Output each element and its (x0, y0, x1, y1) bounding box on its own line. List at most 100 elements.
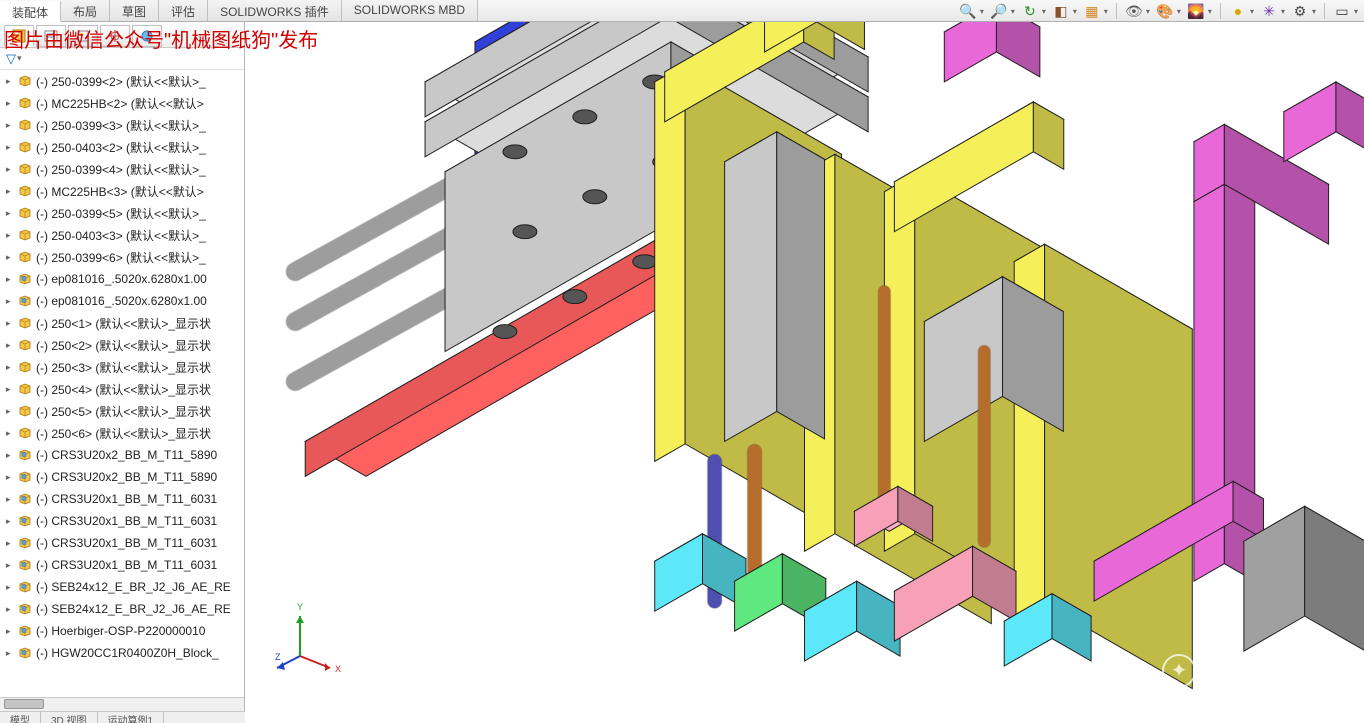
filter-dropdown-icon[interactable]: ▾ (17, 53, 22, 64)
viewport-icon-dropdown[interactable]: ▾ (1354, 7, 1358, 16)
tree-item[interactable]: ▸(-) 250<6> (默认<<默认>_显示状 (0, 422, 244, 444)
main-area: ▽ ▾ ▸(-) 250-0399<2> (默认<<默认>_▸(-) MC225… (0, 22, 1364, 711)
command-tab-装配体[interactable]: 装配体 (0, 1, 61, 22)
expand-icon[interactable]: ▸ (6, 626, 16, 637)
scene-icon-dropdown[interactable]: ▾ (1208, 7, 1212, 16)
expand-icon[interactable]: ▸ (6, 252, 16, 263)
expand-icon[interactable]: ▸ (6, 560, 16, 571)
display-style-icon[interactable]: ▦ (1083, 2, 1101, 20)
display-manager-tab[interactable] (132, 25, 162, 47)
tree-item[interactable]: ▸(-) SEB24x12_E_BR_J2_J6_AE_RE (0, 576, 244, 598)
tree-item[interactable]: ▸(-) 250<5> (默认<<默认>_显示状 (0, 400, 244, 422)
orbit-icon-dropdown[interactable]: ▾ (1042, 7, 1046, 16)
expand-icon[interactable]: ▸ (6, 98, 16, 109)
zoom-fit-icon-dropdown[interactable]: ▾ (980, 7, 984, 16)
tree-item[interactable]: ▸(-) ep081016_.5020x.6280x1.00 (0, 290, 244, 312)
configuration-manager-tab[interactable] (68, 25, 98, 47)
display-style-icon-dropdown[interactable]: ▾ (1104, 7, 1108, 16)
tree-item[interactable]: ▸(-) 250-0399<6> (默认<<默认>_ (0, 246, 244, 268)
tree-item[interactable]: ▸(-) 250<2> (默认<<默认>_显示状 (0, 334, 244, 356)
view-settings-icon[interactable]: ⚙ (1291, 2, 1309, 20)
command-tab-评估[interactable]: 评估 (159, 0, 208, 21)
tree-item[interactable]: ▸(-) ep081016_.5020x.6280x1.00 (0, 268, 244, 290)
expand-icon[interactable]: ▸ (6, 164, 16, 175)
tree-item[interactable]: ▸(-) MC225HB<2> (默认<<默认> (0, 92, 244, 114)
section-icon[interactable]: ◧ (1052, 2, 1070, 20)
view-settings-icon-dropdown[interactable]: ▾ (1312, 7, 1316, 16)
scene-icon[interactable]: 🌄 (1187, 2, 1205, 20)
command-tab-草图[interactable]: 草图 (110, 0, 159, 21)
property-manager-tab[interactable] (36, 25, 66, 47)
section-icon-dropdown[interactable]: ▾ (1073, 7, 1077, 16)
apply-scene-icon[interactable]: ✳ (1260, 2, 1278, 20)
expand-icon[interactable]: ▸ (6, 406, 16, 417)
hide-show-icon[interactable]: 👁 (1125, 2, 1143, 20)
command-tab-solidworks-mbd[interactable]: SOLIDWORKS MBD (342, 0, 478, 21)
tree-item[interactable]: ▸(-) Hoerbiger-OSP-P220000010 (0, 620, 244, 642)
viewport-icon[interactable]: ▭ (1333, 2, 1351, 20)
command-tab-solidworks-插件[interactable]: SOLIDWORKS 插件 (208, 0, 342, 21)
expand-icon[interactable]: ▸ (6, 362, 16, 373)
tree-item[interactable]: ▸(-) CRS3U20x2_BB_M_T11_5890 (0, 444, 244, 466)
bottom-tab[interactable]: 模型 (0, 712, 41, 723)
expand-icon[interactable]: ▸ (6, 384, 16, 395)
expand-icon[interactable]: ▸ (6, 120, 16, 131)
tree-item[interactable]: ▸(-) MC225HB<3> (默认<<默认> (0, 180, 244, 202)
filter-icon[interactable]: ▽ (6, 51, 16, 67)
orbit-icon[interactable]: ↻ (1021, 2, 1039, 20)
render-icon-dropdown[interactable]: ▾ (1250, 7, 1254, 16)
orientation-triad[interactable]: X Y Z (275, 596, 355, 676)
hide-show-icon-dropdown[interactable]: ▾ (1146, 7, 1150, 16)
tree-item[interactable]: ▸(-) 250-0403<3> (默认<<默认>_ (0, 224, 244, 246)
tree-item[interactable]: ▸(-) 250-0403<2> (默认<<默认>_ (0, 136, 244, 158)
expand-icon[interactable]: ▸ (6, 296, 16, 307)
zoom-area-icon[interactable]: 🔎 (990, 2, 1008, 20)
expand-icon[interactable]: ▸ (6, 648, 16, 659)
bottom-tab[interactable]: 运动算例1 (98, 712, 165, 723)
assembly-icon (18, 470, 32, 484)
tree-item[interactable]: ▸(-) 250-0399<4> (默认<<默认>_ (0, 158, 244, 180)
tree-item[interactable]: ▸(-) 250<3> (默认<<默认>_显示状 (0, 356, 244, 378)
zoom-fit-icon[interactable]: 🔍 (959, 2, 977, 20)
expand-icon[interactable]: ▸ (6, 142, 16, 153)
expand-icon[interactable]: ▸ (6, 274, 16, 285)
tree-item[interactable]: ▸(-) CRS3U20x1_BB_M_T11_6031 (0, 488, 244, 510)
expand-icon[interactable]: ▸ (6, 230, 16, 241)
expand-icon[interactable]: ▸ (6, 494, 16, 505)
tree-item[interactable]: ▸(-) HGW20CC1R0400Z0H_Block_ (0, 642, 244, 664)
tree-item[interactable]: ▸(-) CRS3U20x1_BB_M_T11_6031 (0, 532, 244, 554)
expand-icon[interactable]: ▸ (6, 186, 16, 197)
zoom-area-icon-dropdown[interactable]: ▾ (1011, 7, 1015, 16)
tree-item[interactable]: ▸(-) CRS3U20x2_BB_M_T11_5890 (0, 466, 244, 488)
bottom-tab[interactable]: 3D 视图 (41, 712, 98, 723)
expand-icon[interactable]: ▸ (6, 318, 16, 329)
edit-appearance-icon-dropdown[interactable]: ▾ (1177, 7, 1181, 16)
tree-item[interactable]: ▸(-) SEB24x12_E_BR_J2_J6_AE_RE (0, 598, 244, 620)
expand-icon[interactable]: ▸ (6, 582, 16, 593)
tree-horizontal-scrollbar[interactable] (0, 697, 244, 711)
expand-icon[interactable]: ▸ (6, 538, 16, 549)
apply-scene-icon-dropdown[interactable]: ▾ (1281, 7, 1285, 16)
part-icon (18, 74, 32, 88)
feature-tree-tab[interactable] (4, 25, 34, 47)
expand-icon[interactable]: ▸ (6, 450, 16, 461)
tree-item[interactable]: ▸(-) 250-0399<5> (默认<<默认>_ (0, 202, 244, 224)
command-tab-布局[interactable]: 布局 (61, 0, 110, 21)
expand-icon[interactable]: ▸ (6, 472, 16, 483)
tree-item[interactable]: ▸(-) 250-0399<2> (默认<<默认>_ (0, 70, 244, 92)
dimxpert-manager-tab[interactable] (100, 25, 130, 47)
expand-icon[interactable]: ▸ (6, 428, 16, 439)
tree-item[interactable]: ▸(-) 250-0399<3> (默认<<默认>_ (0, 114, 244, 136)
expand-icon[interactable]: ▸ (6, 604, 16, 615)
edit-appearance-icon[interactable]: 🎨 (1156, 2, 1174, 20)
tree-item[interactable]: ▸(-) 250<1> (默认<<默认>_显示状 (0, 312, 244, 334)
render-icon[interactable]: ● (1229, 2, 1247, 20)
expand-icon[interactable]: ▸ (6, 340, 16, 351)
tree-item[interactable]: ▸(-) 250<4> (默认<<默认>_显示状 (0, 378, 244, 400)
tree-item[interactable]: ▸(-) CRS3U20x1_BB_M_T11_6031 (0, 554, 244, 576)
expand-icon[interactable]: ▸ (6, 516, 16, 527)
graphics-viewport[interactable]: X Y Z (245, 22, 1364, 711)
expand-icon[interactable]: ▸ (6, 76, 16, 87)
expand-icon[interactable]: ▸ (6, 208, 16, 219)
tree-item[interactable]: ▸(-) CRS3U20x1_BB_M_T11_6031 (0, 510, 244, 532)
